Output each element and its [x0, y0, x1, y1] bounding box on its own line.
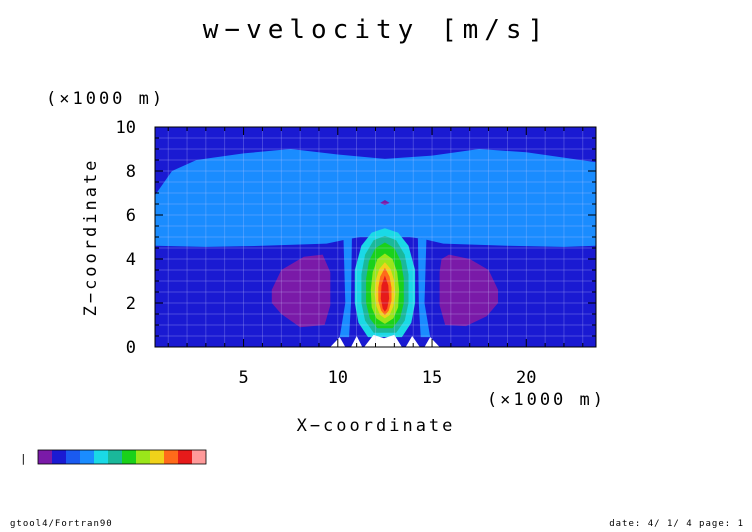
undefined-region-3 — [364, 334, 402, 347]
x-unit-label: (×1000 m) — [487, 390, 606, 410]
colorbar-swatch — [164, 450, 178, 464]
y-axis-label: Z−coordinate — [81, 158, 101, 317]
colorbar-start-label: | — [20, 452, 27, 465]
x-tick-label: 10 — [328, 368, 348, 388]
axis-ticks — [155, 126, 596, 348]
y-tick-label: 2 — [126, 294, 136, 314]
footer-left: gtool4/Fortran90 — [10, 519, 113, 529]
y-tick-label: 4 — [126, 250, 136, 270]
colorbar-swatch — [52, 450, 66, 464]
x-tick-label: 20 — [516, 368, 536, 388]
y-unit-label: (×1000 m) — [46, 89, 165, 109]
x-axis-label: X−coordinate — [297, 416, 456, 436]
contour-top-dot — [380, 200, 390, 206]
colorbar-swatch — [108, 450, 122, 464]
y-tick-label: 10 — [116, 118, 136, 138]
colorbar-swatch — [38, 450, 52, 464]
x-tick-labels: 5 10 15 20 — [238, 368, 536, 388]
undefined-region-4 — [405, 336, 420, 347]
colorbar-swatch — [178, 450, 192, 464]
contour-stem-right — [417, 238, 431, 338]
x-tick-label: 5 — [238, 368, 248, 388]
colorbar-swatch — [136, 450, 150, 464]
colorbar-swatch — [122, 450, 136, 464]
grid-lines — [155, 127, 596, 347]
y-tick-label: 0 — [126, 338, 136, 358]
contour-stem-left — [339, 238, 352, 338]
colorbar-frame — [37, 449, 207, 465]
undefined-region-2 — [351, 336, 363, 347]
y-tick-label: 6 — [126, 206, 136, 226]
contour-sink-right — [439, 254, 498, 327]
contour-sink-left — [271, 254, 331, 328]
plot-area — [154, 126, 597, 348]
colorbar-swatch — [94, 450, 108, 464]
footer-right: date: 4/ 1/ 4 page: 1 — [609, 519, 744, 529]
y-tick-label: 8 — [126, 162, 136, 182]
x-tick-label: 15 — [422, 368, 442, 388]
chart-title: w−velocity [m/s] — [203, 15, 549, 45]
colorbar-swatch — [80, 450, 94, 464]
contour-fills — [155, 149, 596, 338]
y-tick-labels: 0 2 4 6 8 10 — [116, 118, 136, 358]
colorbar-swatch — [66, 450, 80, 464]
colorbar-swatch — [192, 450, 206, 464]
colorbar: | — [20, 449, 207, 465]
colorbar-swatches — [37, 449, 207, 465]
contour-upper-band — [155, 149, 596, 247]
contour-core-red — [380, 275, 390, 312]
colorbar-swatch — [150, 450, 164, 464]
